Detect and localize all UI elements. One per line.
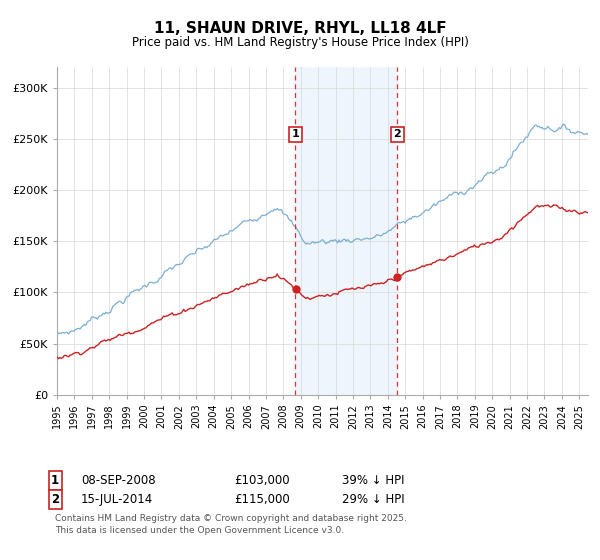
Text: 29% ↓ HPI: 29% ↓ HPI: [342, 493, 404, 506]
Text: £103,000: £103,000: [234, 474, 290, 487]
Bar: [295, 67, 397, 395]
Text: 2: 2: [51, 493, 59, 506]
Text: Price paid vs. HM Land Registry's House Price Index (HPI): Price paid vs. HM Land Registry's House …: [131, 36, 469, 49]
Text: 11, SHAUN DRIVE, RHYL, LL18 4LF: 11, SHAUN DRIVE, RHYL, LL18 4LF: [154, 21, 446, 36]
Text: 39% ↓ HPI: 39% ↓ HPI: [342, 474, 404, 487]
Text: Contains HM Land Registry data © Crown copyright and database right 2025.
This d: Contains HM Land Registry data © Crown c…: [55, 514, 407, 535]
Text: 08-SEP-2008: 08-SEP-2008: [81, 474, 155, 487]
Text: £115,000: £115,000: [234, 493, 290, 506]
Text: 1: 1: [51, 474, 59, 487]
Text: 2: 2: [394, 129, 401, 139]
Text: 15-JUL-2014: 15-JUL-2014: [81, 493, 153, 506]
Text: 1: 1: [292, 129, 299, 139]
